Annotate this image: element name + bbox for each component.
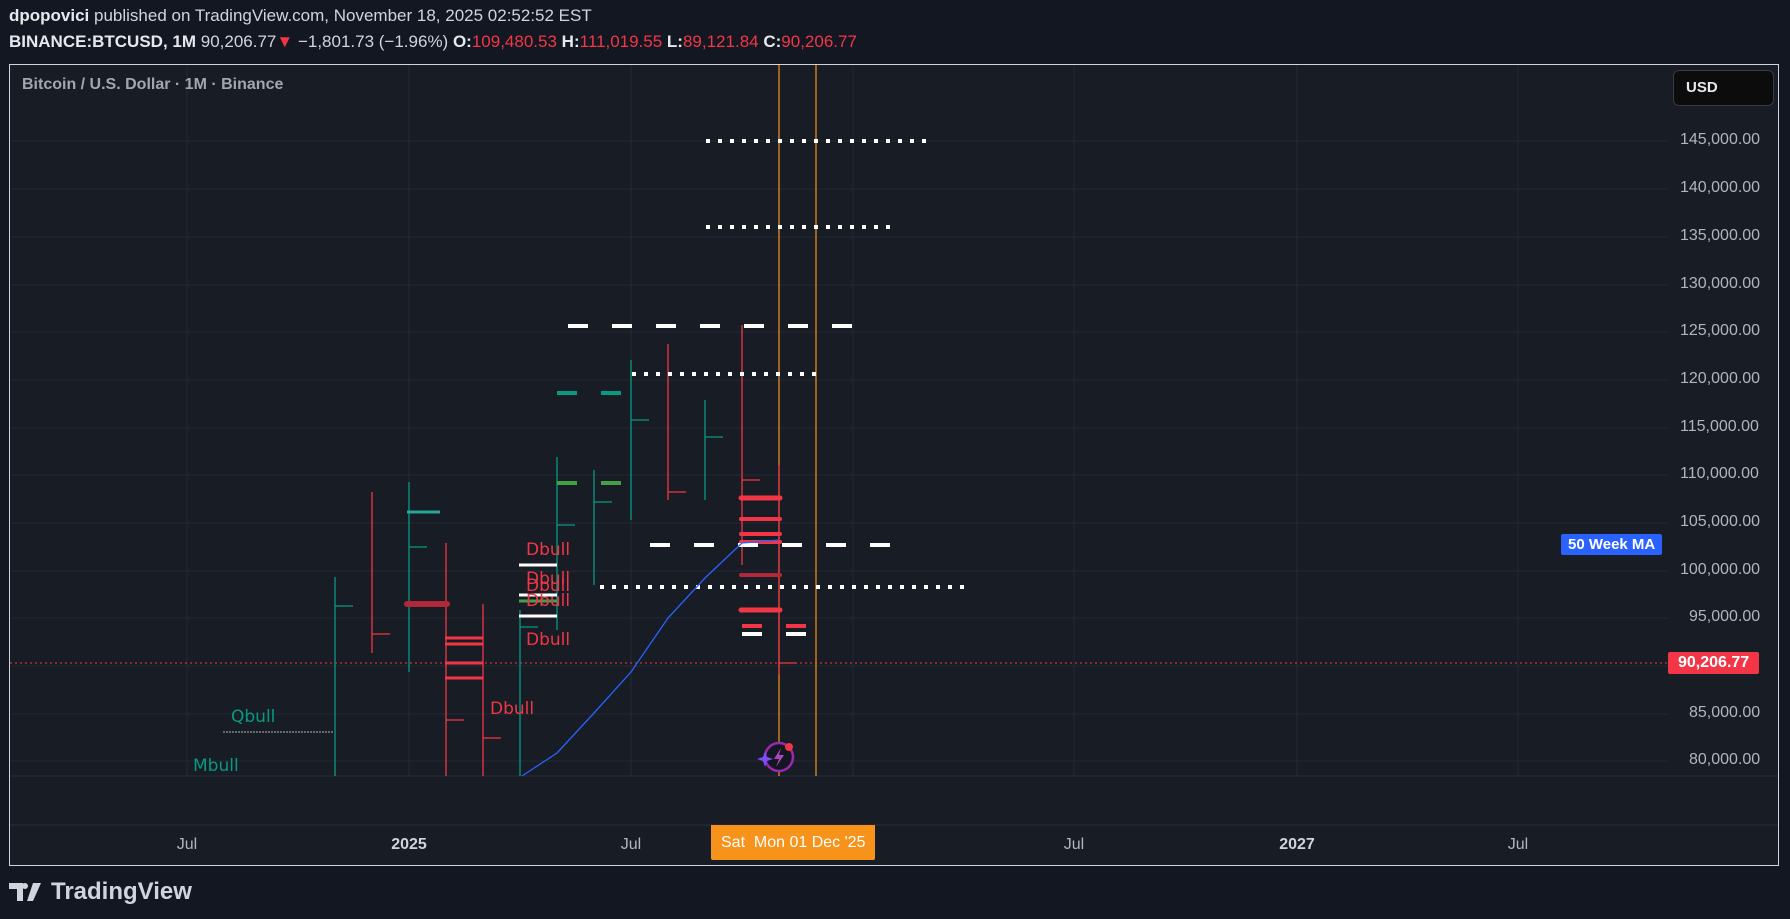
high-value: 111,019.55 xyxy=(579,32,663,51)
symbol-label: BINANCE:BTCUSD, 1M xyxy=(9,32,196,51)
ohlc-header: BINANCE:BTCUSD, 1M 90,206.77▼ −1,801.73 … xyxy=(9,32,857,52)
y-tick: 115,000.00 xyxy=(1680,418,1759,435)
ma-label-tag: 50 Week MA xyxy=(1561,534,1663,555)
x-tick: Jul xyxy=(176,836,198,853)
svg-text:Dbull: Dbull xyxy=(526,540,570,560)
svg-text:Dbull: Dbull xyxy=(490,699,534,719)
target-levels xyxy=(223,139,970,733)
y-tick: 130,000.00 xyxy=(1680,275,1761,292)
low-label: L: xyxy=(666,32,683,51)
x-tick: Jul xyxy=(1507,836,1529,853)
crosshair-date-label: Sat Mon 01 Dec '25 xyxy=(711,825,876,860)
y-tick: 145,000.00 xyxy=(1680,131,1761,148)
y-tick: 110,000.00 xyxy=(1680,465,1759,482)
open-value: 109,480.53 xyxy=(471,32,557,51)
y-tick: 125,000.00 xyxy=(1680,322,1761,339)
svg-text:Mbull: Mbull xyxy=(193,756,239,776)
svg-text:Dbull: Dbull xyxy=(526,576,570,596)
lightning-alert-icon[interactable] xyxy=(757,741,795,773)
close-value: 90,206.77 xyxy=(781,32,857,51)
chart-title: Bitcoin / U.S. Dollar · 1M · Binance xyxy=(22,76,284,93)
ma-50w-line xyxy=(521,539,780,777)
y-tick: 100,000.00 xyxy=(1680,561,1761,578)
y-tick: 135,000.00 xyxy=(1680,227,1761,244)
tradingview-logo[interactable]: TradingView xyxy=(9,878,192,906)
y-tick: 80,000.00 xyxy=(1689,751,1761,768)
x-tick: 2025 xyxy=(391,836,427,853)
last-price: 90,206.77 xyxy=(200,32,277,51)
grid xyxy=(10,65,1667,776)
publish-info: dpopovici published on TradingView.com, … xyxy=(9,6,592,26)
price-change: −1,801.73 (−1.96%) xyxy=(297,32,449,51)
tradingview-logo-text: TradingView xyxy=(51,878,192,905)
last-price-tag: 90,206.77 xyxy=(1668,652,1760,674)
currency-button[interactable]: USD xyxy=(1673,70,1774,106)
author-name: dpopovici xyxy=(9,6,90,25)
tradingview-logo-icon xyxy=(9,883,41,901)
signal-labels: Dbull Dbull Dbull Dbull Dbull Dbull Qbul… xyxy=(193,540,570,776)
y-tick: 105,000.00 xyxy=(1680,513,1761,530)
ohlc-bars xyxy=(334,325,797,776)
svg-text:Dbull: Dbull xyxy=(526,630,570,650)
close-label: C: xyxy=(763,32,782,51)
high-label: H: xyxy=(561,32,580,51)
svg-text:Dbull: Dbull xyxy=(526,591,570,611)
svg-text:Qbull: Qbull xyxy=(231,707,275,727)
y-tick: 140,000.00 xyxy=(1680,179,1761,196)
open-label: O: xyxy=(452,32,472,51)
y-tick: 120,000.00 xyxy=(1680,370,1761,387)
y-tick: 85,000.00 xyxy=(1689,704,1761,721)
x-tick: Jul xyxy=(620,836,642,853)
y-tick: 95,000.00 xyxy=(1689,608,1761,625)
down-triangle-icon: ▼ xyxy=(276,32,294,51)
level-markers xyxy=(404,391,806,680)
low-value: 89,121.84 xyxy=(682,32,759,51)
x-tick: 2027 xyxy=(1279,836,1315,853)
svg-text:Dbull: Dbull xyxy=(526,569,570,589)
x-tick: Jul xyxy=(1063,836,1085,853)
publish-text: published on TradingView.com, November 1… xyxy=(94,6,592,25)
